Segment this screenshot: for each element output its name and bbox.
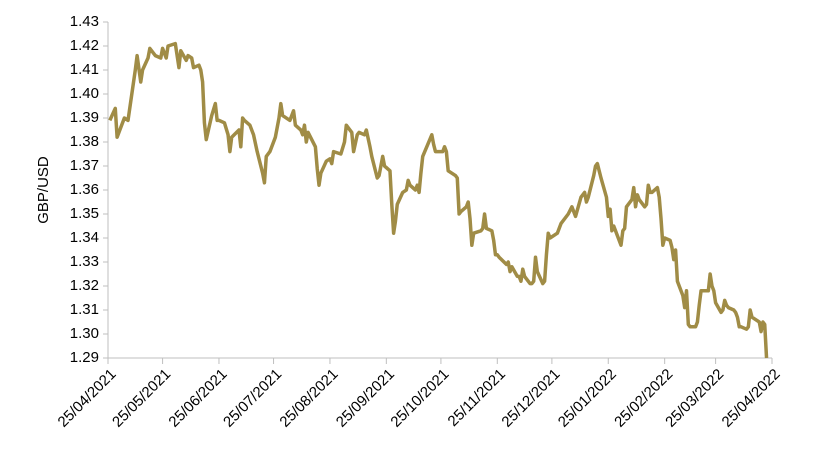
y-axis-label: GBP/USD (35, 156, 52, 224)
y-tick-label: 1.33 (70, 253, 99, 270)
y-tick-label: 1.36 (70, 181, 99, 198)
x-tick-label: 25/07/2021 (220, 366, 285, 431)
y-tick-label: 1.38 (70, 133, 99, 150)
y-tick-label: 1.43 (70, 13, 99, 30)
y-tick-label: 1.39 (70, 109, 99, 126)
x-tick-label: 25/10/2021 (387, 366, 452, 431)
x-tick-label: 25/09/2021 (333, 366, 398, 431)
y-tick-label: 1.32 (70, 277, 99, 294)
x-tick-label: 25/04/2022 (719, 366, 784, 431)
y-tick-label: 1.34 (70, 229, 99, 246)
y-tick-label: 1.35 (70, 205, 99, 222)
y-tick-label: 1.30 (70, 325, 99, 342)
x-tick-label: 25/01/2022 (555, 366, 620, 431)
x-tick-label: 25/04/2021 (55, 366, 120, 431)
y-tick-label: 1.37 (70, 157, 99, 174)
x-tick-label: 25/05/2021 (109, 366, 174, 431)
x-tick-label: 25/06/2021 (165, 366, 230, 431)
x-tick-label: 25/12/2021 (498, 366, 563, 431)
y-tick-label: 1.42 (70, 37, 99, 54)
x-tick-label: 25/08/2021 (276, 366, 341, 431)
y-tick-label: 1.31 (70, 301, 99, 318)
y-tick-label: 1.40 (70, 85, 99, 102)
y-tick-label: 1.29 (70, 349, 99, 366)
price-line (108, 41, 769, 359)
y-tick-label: 1.41 (70, 61, 99, 78)
